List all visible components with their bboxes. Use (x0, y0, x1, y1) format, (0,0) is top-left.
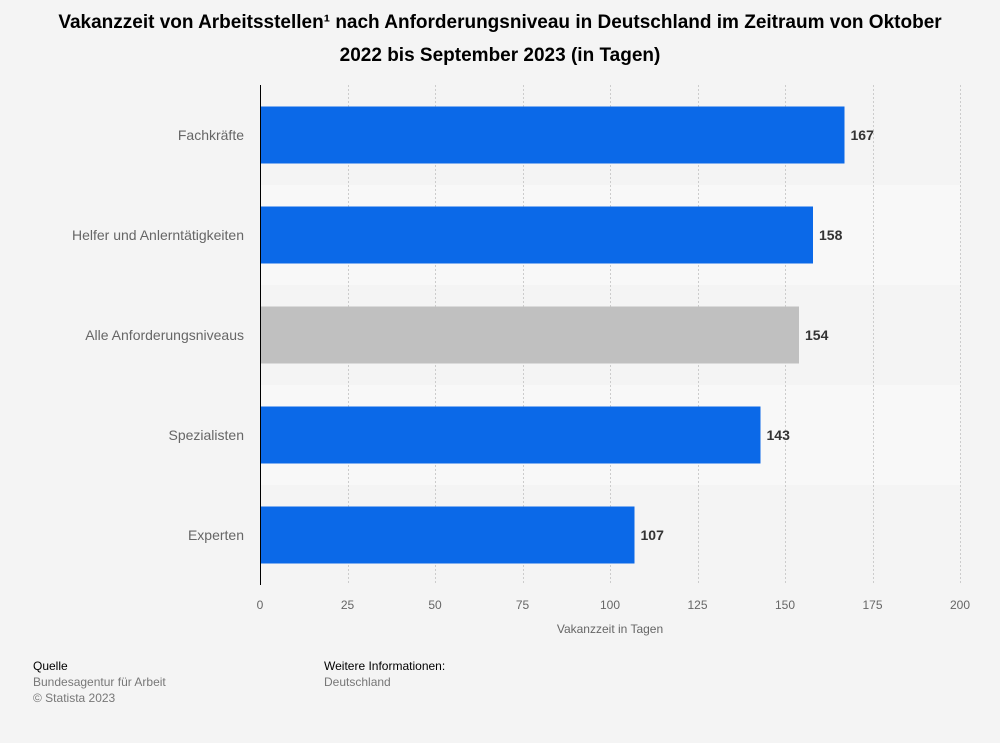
copyright: © Statista 2023 (33, 691, 116, 705)
bar[interactable] (260, 406, 761, 464)
bar[interactable] (260, 106, 845, 164)
x-tick-label: 175 (862, 598, 882, 612)
bars (260, 106, 845, 564)
source-heading: Quelle (33, 659, 68, 673)
category-label: Fachkräfte (178, 127, 244, 143)
value-label: 107 (641, 527, 665, 543)
x-tick-label: 150 (775, 598, 795, 612)
value-label: 143 (767, 427, 791, 443)
value-label: 167 (851, 127, 875, 143)
category-label: Spezialisten (169, 427, 245, 443)
info-heading: Weitere Informationen: (324, 659, 446, 673)
chart-title: Vakanzzeit von Arbeitsstellen¹ nach Anfo… (58, 12, 942, 66)
x-tick-label: 100 (600, 598, 620, 612)
x-tick-label: 25 (341, 598, 355, 612)
source-link[interactable]: Bundesagentur für Arbeit (33, 675, 166, 689)
bar[interactable] (260, 206, 813, 264)
value-label: 158 (819, 227, 843, 243)
category-label: Helfer und Anlerntätigkeiten (72, 227, 244, 243)
value-label: 154 (805, 327, 829, 343)
x-ticks: 0 25 50 75 100 125 150 175 200 (257, 598, 971, 612)
bar[interactable] (260, 506, 635, 564)
source-block: Quelle Bundesagentur für Arbeit © Statis… (33, 658, 166, 706)
labels: Fachkräfte 167 Helfer und Anlerntätigkeite… (72, 127, 874, 543)
bar[interactable] (260, 306, 799, 364)
x-tick-label: 0 (257, 598, 264, 612)
x-axis-title: Vakanzzeit in Tagen (557, 622, 663, 636)
x-tick-label: 200 (950, 598, 970, 612)
x-tick-label: 50 (428, 598, 442, 612)
category-label: Alle Anforderungsniveaus (85, 327, 244, 343)
x-tick-label: 125 (687, 598, 707, 612)
info-block: Weitere Informationen: Deutschland (324, 658, 445, 690)
info-region[interactable]: Deutschland (324, 675, 391, 689)
x-tick-label: 75 (516, 598, 530, 612)
category-label: Experten (188, 527, 244, 543)
